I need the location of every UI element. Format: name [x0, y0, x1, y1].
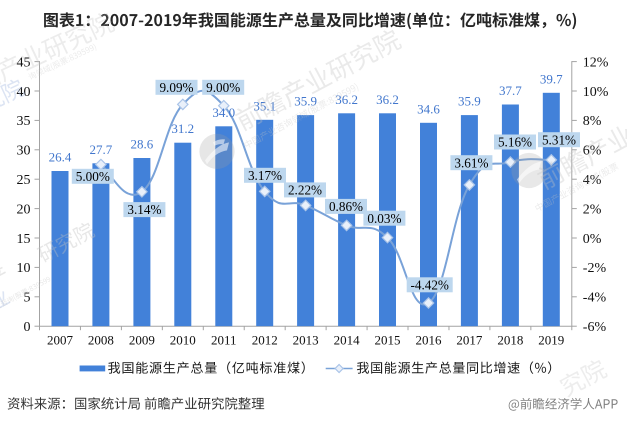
- svg-text:0.03%: 0.03%: [367, 211, 401, 226]
- svg-text:2016: 2016: [416, 332, 443, 347]
- svg-text:9.00%: 9.00%: [206, 80, 240, 95]
- svg-text:0%: 0%: [583, 232, 602, 247]
- svg-text:-4.42%: -4.42%: [410, 277, 448, 292]
- svg-text:35.1: 35.1: [253, 98, 276, 113]
- svg-text:36.2: 36.2: [376, 92, 399, 107]
- svg-text:30: 30: [17, 144, 31, 159]
- svg-text:5.16%: 5.16%: [498, 135, 532, 150]
- svg-text:2015: 2015: [375, 332, 401, 347]
- svg-text:3.14%: 3.14%: [127, 202, 161, 217]
- svg-text:2009: 2009: [129, 332, 155, 347]
- svg-text:0: 0: [24, 320, 31, 335]
- svg-text:37.7: 37.7: [499, 83, 522, 98]
- svg-text:34.6: 34.6: [417, 101, 440, 116]
- svg-text:2010: 2010: [170, 332, 196, 347]
- svg-text:35.9: 35.9: [458, 94, 481, 109]
- svg-text:27.7: 27.7: [90, 142, 113, 157]
- svg-text:10: 10: [17, 261, 31, 276]
- svg-text:2019: 2019: [538, 332, 564, 347]
- svg-text:2007: 2007: [47, 332, 74, 347]
- svg-text:10%: 10%: [583, 85, 609, 100]
- svg-text:-6%: -6%: [583, 320, 607, 335]
- svg-text:12%: 12%: [583, 55, 609, 70]
- svg-text:31.2: 31.2: [171, 121, 194, 136]
- svg-text:2%: 2%: [583, 202, 602, 217]
- svg-text:6%: 6%: [583, 144, 602, 159]
- svg-text:2013: 2013: [293, 332, 319, 347]
- svg-text:-2%: -2%: [583, 261, 607, 276]
- svg-text:2008: 2008: [88, 332, 114, 347]
- svg-text:2017: 2017: [456, 332, 483, 347]
- svg-text:26.4: 26.4: [49, 150, 72, 165]
- svg-text:4%: 4%: [583, 173, 602, 188]
- svg-text:5: 5: [24, 291, 31, 306]
- svg-text:3.17%: 3.17%: [248, 168, 282, 183]
- svg-text:8%: 8%: [583, 114, 602, 129]
- svg-text:2014: 2014: [334, 332, 361, 347]
- svg-text:5.00%: 5.00%: [76, 169, 110, 184]
- svg-text:5.31%: 5.31%: [542, 132, 576, 147]
- svg-text:2.22%: 2.22%: [288, 183, 322, 198]
- svg-text:2012: 2012: [252, 332, 278, 347]
- svg-text:35: 35: [17, 114, 31, 129]
- svg-text:20: 20: [17, 202, 31, 217]
- svg-text:9.09%: 9.09%: [159, 80, 193, 95]
- svg-text:3.61%: 3.61%: [454, 155, 488, 170]
- svg-text:25: 25: [17, 173, 31, 188]
- svg-text:15: 15: [17, 232, 31, 247]
- svg-text:35.9: 35.9: [294, 94, 317, 109]
- svg-text:40: 40: [17, 85, 31, 100]
- svg-text:45: 45: [17, 55, 31, 70]
- svg-text:2018: 2018: [497, 332, 523, 347]
- svg-text:28.6: 28.6: [131, 137, 154, 152]
- svg-text:2011: 2011: [211, 332, 237, 347]
- svg-text:36.2: 36.2: [335, 92, 358, 107]
- svg-text:0.86%: 0.86%: [329, 199, 363, 214]
- svg-text:39.7: 39.7: [540, 71, 563, 86]
- svg-text:34.0: 34.0: [212, 105, 235, 120]
- svg-text:-4%: -4%: [583, 291, 607, 306]
